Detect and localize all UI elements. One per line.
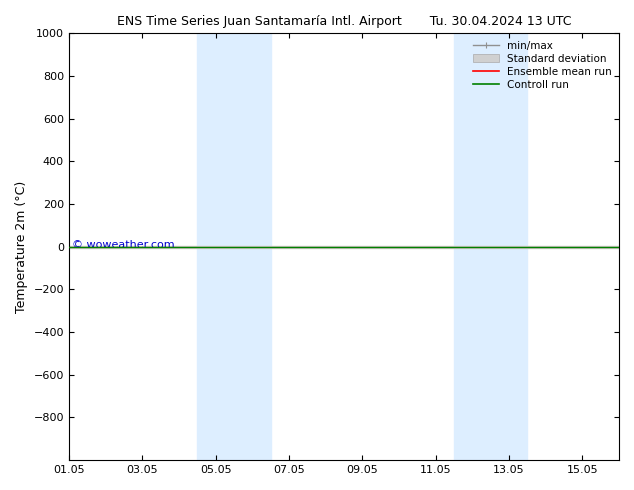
Bar <box>454 33 527 460</box>
Bar <box>197 33 271 460</box>
Legend: min/max, Standard deviation, Ensemble mean run, Controll run: min/max, Standard deviation, Ensemble me… <box>469 36 616 94</box>
Title: ENS Time Series Juan Santamaría Intl. Airport       Tu. 30.04.2024 13 UTC: ENS Time Series Juan Santamaría Intl. Ai… <box>117 15 571 28</box>
Text: © woweather.com: © woweather.com <box>72 240 174 250</box>
Y-axis label: Temperature 2m (°C): Temperature 2m (°C) <box>15 181 28 313</box>
